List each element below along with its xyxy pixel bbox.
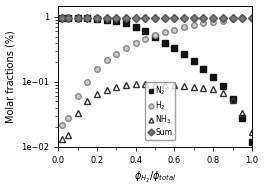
N$_2$ [192, 60, 195, 62]
N$_2$ [95, 18, 98, 20]
Sum [144, 16, 147, 19]
H$_2$ [211, 21, 215, 23]
H$_2$ [241, 17, 244, 19]
H$_2$ [231, 18, 234, 20]
Line: H$_2$: H$_2$ [59, 15, 255, 127]
Sum [134, 16, 137, 19]
NH$_3$ [182, 85, 186, 87]
Sum [221, 16, 224, 19]
Sum [211, 16, 215, 19]
Sum [182, 16, 186, 19]
H$_2$ [76, 95, 79, 97]
H$_2$ [221, 19, 224, 22]
N$_2$ [153, 35, 157, 38]
H$_2$ [163, 31, 166, 33]
N$_2$ [173, 47, 176, 49]
NH$_3$ [192, 86, 195, 88]
Sum [250, 16, 253, 19]
Sum [95, 16, 98, 19]
H$_2$ [173, 28, 176, 31]
Sum [202, 16, 205, 19]
H$_2$ [66, 117, 69, 119]
NH$_3$ [66, 134, 69, 137]
Sum [153, 16, 157, 19]
Legend: N$_2$, H$_2$, NH$_3$, Sum: N$_2$, H$_2$, NH$_3$, Sum [145, 82, 175, 140]
Line: N$_2$: N$_2$ [59, 15, 255, 144]
Sum [241, 16, 244, 19]
NH$_3$ [231, 99, 234, 101]
N$_2$ [211, 76, 215, 78]
NH$_3$ [95, 93, 98, 95]
N$_2$ [105, 19, 108, 21]
NH$_3$ [221, 92, 224, 94]
N$_2$ [144, 30, 147, 32]
Sum [86, 16, 89, 19]
N$_2$ [182, 53, 186, 55]
Line: Sum: Sum [59, 15, 255, 20]
H$_2$ [144, 38, 147, 40]
Sum [105, 16, 108, 19]
Sum [60, 16, 64, 19]
NH$_3$ [86, 100, 89, 103]
N$_2$ [250, 141, 253, 143]
Sum [66, 16, 69, 19]
Sum [163, 16, 166, 19]
H$_2$ [105, 58, 108, 61]
H$_2$ [95, 67, 98, 70]
H$_2$ [153, 34, 157, 36]
Line: NH$_3$: NH$_3$ [59, 81, 255, 142]
NH$_3$ [241, 112, 244, 114]
NH$_3$ [76, 112, 79, 114]
N$_2$ [76, 17, 79, 19]
N$_2$ [60, 17, 64, 19]
N$_2$ [202, 67, 205, 70]
Sum [173, 16, 176, 19]
NH$_3$ [250, 131, 253, 133]
NH$_3$ [163, 84, 166, 86]
NH$_3$ [202, 87, 205, 89]
N$_2$ [231, 98, 234, 100]
NH$_3$ [60, 138, 64, 141]
H$_2$ [115, 53, 118, 55]
X-axis label: $\phi_{H_2}/\phi_{total}$: $\phi_{H_2}/\phi_{total}$ [134, 170, 176, 185]
H$_2$ [124, 47, 128, 49]
N$_2$ [221, 85, 224, 88]
Sum [124, 16, 128, 19]
Y-axis label: Molar fractions (%): Molar fractions (%) [6, 30, 16, 123]
N$_2$ [124, 22, 128, 24]
Sum [76, 16, 79, 19]
H$_2$ [60, 123, 64, 126]
NH$_3$ [115, 86, 118, 89]
NH$_3$ [144, 83, 147, 85]
H$_2$ [192, 23, 195, 26]
NH$_3$ [105, 89, 108, 91]
N$_2$ [163, 42, 166, 44]
Sum [192, 16, 195, 19]
NH$_3$ [211, 88, 215, 90]
NH$_3$ [124, 84, 128, 87]
H$_2$ [202, 22, 205, 24]
Sum [231, 16, 234, 19]
H$_2$ [182, 26, 186, 28]
H$_2$ [250, 17, 253, 19]
N$_2$ [241, 117, 244, 119]
NH$_3$ [173, 84, 176, 87]
H$_2$ [134, 42, 137, 44]
N$_2$ [115, 20, 118, 22]
NH$_3$ [153, 83, 157, 86]
N$_2$ [66, 17, 69, 19]
N$_2$ [134, 26, 137, 28]
H$_2$ [86, 81, 89, 83]
Sum [115, 16, 118, 19]
NH$_3$ [134, 83, 137, 85]
N$_2$ [86, 17, 89, 19]
